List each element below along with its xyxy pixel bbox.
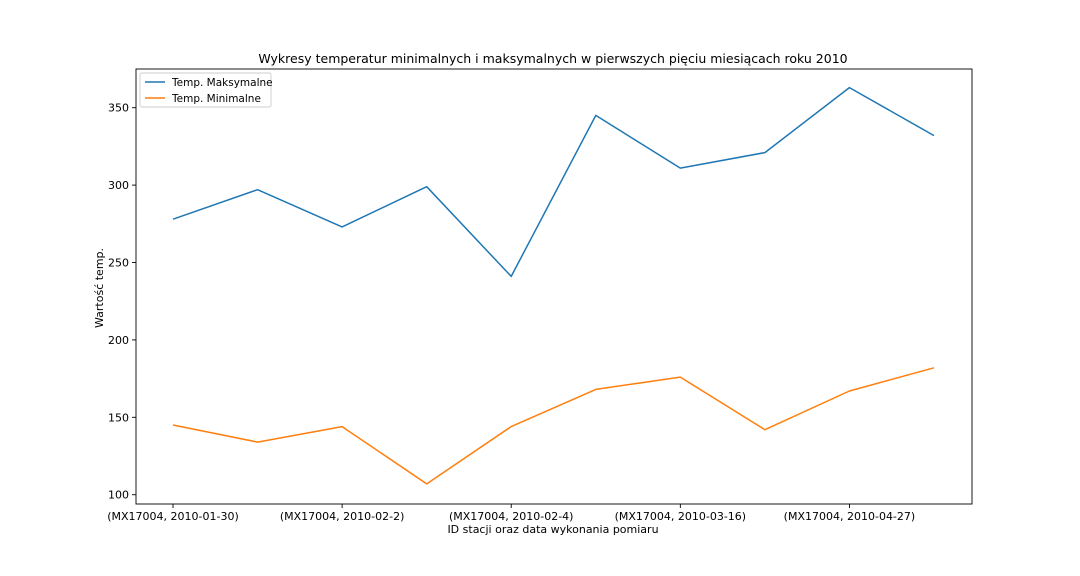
y-tick-label: 200 bbox=[108, 334, 129, 347]
legend-box bbox=[139, 72, 272, 108]
x-tick-label: (MX17004, 2010-03-16) bbox=[615, 510, 747, 523]
chart-title: Wykresy temperatur minimalnych i maksyma… bbox=[258, 51, 847, 66]
y-tick-label: 250 bbox=[108, 257, 129, 270]
legend: Temp. Maksymalne Temp. Minimalne bbox=[139, 72, 273, 108]
x-tick-label: (MX17004, 2010-01-30) bbox=[107, 510, 239, 523]
series-line-min bbox=[172, 367, 935, 485]
series-lines bbox=[172, 86, 935, 485]
plot-area: 100 150 200 250 300 350 (MX17004, 2010-01-30) (… bbox=[107, 102, 915, 523]
legend-label: Temp. Maksymalne bbox=[171, 77, 273, 89]
y-tick-label: 300 bbox=[108, 179, 129, 192]
y-tick-label: 350 bbox=[108, 102, 129, 115]
y-tick-label: 150 bbox=[108, 411, 129, 424]
x-tick-label: (MX17004, 2010-02-4) bbox=[449, 510, 574, 523]
series-line-max bbox=[172, 86, 935, 278]
x-axis-label: ID stacji oraz data wykonania pomiaru bbox=[447, 523, 658, 536]
x-tick-label: (MX17004, 2010-02-2) bbox=[280, 510, 405, 523]
y-axis-label: Wartość temp. bbox=[93, 248, 106, 328]
legend-label: Temp. Minimalne bbox=[171, 93, 261, 105]
plot-frame bbox=[135, 68, 973, 505]
y-tick-label: 100 bbox=[108, 489, 129, 502]
x-tick-label: (MX17004, 2010-04-27) bbox=[784, 510, 916, 523]
